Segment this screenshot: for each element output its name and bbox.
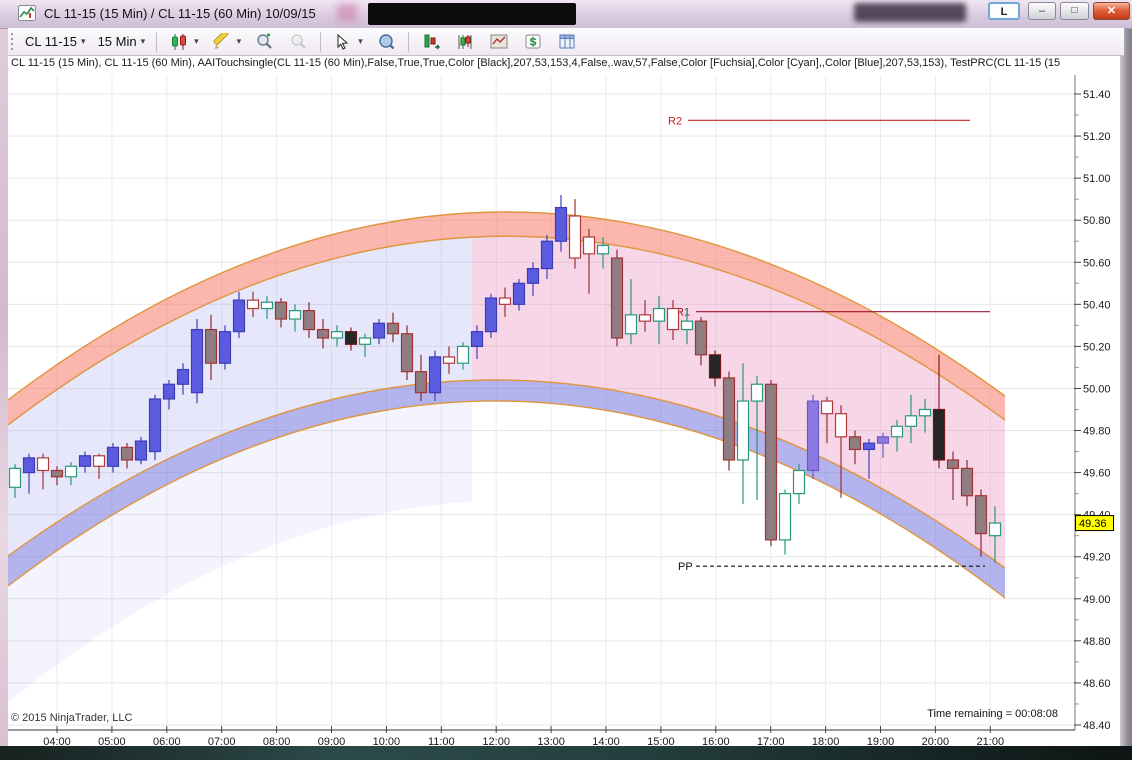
- redaction-smudge: [337, 4, 357, 22]
- bars-panel-icon: [454, 32, 476, 52]
- svg-text:49.36: 49.36: [1079, 518, 1107, 530]
- chevron-down-icon: ▾: [81, 36, 86, 46]
- drawing-tools-button[interactable]: ▾: [205, 30, 248, 54]
- grid-button[interactable]: [550, 30, 584, 54]
- copyright-text: © 2015 NinjaTrader, LLC: [11, 712, 133, 724]
- time-tick-label: 17:00: [757, 736, 785, 748]
- dollar-icon: S: [522, 32, 544, 52]
- chevron-down-icon: ▾: [140, 36, 146, 46]
- data-box-icon: [375, 32, 397, 52]
- desktop-edge-left: [0, 28, 8, 746]
- time-tick-label: 15:00: [647, 736, 675, 748]
- price-tick-label: 51.00: [1083, 173, 1111, 185]
- candlestick-style-icon: [168, 32, 190, 52]
- price-tick-label: 48.80: [1083, 636, 1111, 648]
- time-remaining-text: Time remaining = 00:08:08: [927, 708, 1058, 720]
- chart-trader-button[interactable]: [414, 30, 448, 54]
- time-tick-label: 06:00: [153, 736, 181, 748]
- chevron-down-icon: ▾: [194, 36, 199, 46]
- price-tick-label: 51.20: [1083, 131, 1111, 143]
- indicator-panel-button[interactable]: [482, 30, 516, 54]
- cursor-icon: [332, 32, 354, 52]
- time-tick-label: 13:00: [537, 736, 565, 748]
- cursor-button[interactable]: ▾: [326, 30, 369, 54]
- price-tick-label: 50.00: [1083, 383, 1111, 395]
- last-price-badge: 49.36: [1075, 515, 1114, 532]
- indicator-panel-icon: [488, 32, 510, 52]
- price-tick-label: 48.40: [1083, 720, 1111, 732]
- desktop-edge-bottom: [0, 746, 1132, 760]
- price-tick-label: 49.60: [1083, 468, 1111, 480]
- time-tick-label: 05:00: [98, 736, 126, 748]
- price-tick-label: 50.60: [1083, 257, 1111, 269]
- link-button[interactable]: L: [988, 2, 1020, 20]
- zoom-in-icon: [253, 32, 275, 52]
- time-tick-label: 07:00: [208, 736, 236, 748]
- time-tick-label: 19:00: [867, 736, 895, 748]
- zoom-in-button[interactable]: [247, 30, 281, 54]
- price-tick-label: 49.80: [1083, 426, 1111, 438]
- price-tick-label: 51.40: [1083, 89, 1111, 101]
- time-tick-label: 12:00: [482, 736, 510, 748]
- pencil-icon: [211, 32, 233, 52]
- time-tick-label: 20:00: [922, 736, 950, 748]
- toolbar-grip[interactable]: [11, 32, 13, 51]
- time-tick-label: 18:00: [812, 736, 840, 748]
- chevron-down-icon: ▾: [358, 36, 363, 46]
- toolbar-separator: [156, 31, 158, 52]
- price-tick-label: 49.20: [1083, 552, 1111, 564]
- maximize-button[interactable]: □: [1060, 2, 1089, 20]
- time-tick-label: 10:00: [373, 736, 401, 748]
- redaction-block: [368, 3, 576, 25]
- bars-panel-button[interactable]: [448, 30, 482, 54]
- time-tick-label: 21:00: [977, 736, 1005, 748]
- time-tick-label: 11:00: [428, 736, 455, 748]
- instrument-label: CL 11-15: [25, 34, 78, 49]
- window-chart-icon: [18, 5, 36, 21]
- regression-bands: [8, 211, 1006, 702]
- chart-toolbar: CL 11-15 ▾ 15 Min ▾ ▾ ▾: [8, 28, 1124, 56]
- instrument-selector[interactable]: CL 11-15 ▾: [19, 32, 92, 51]
- grid-icon: [556, 32, 578, 52]
- level-label-R2: R2: [668, 115, 682, 127]
- interval-label: 15 Min: [97, 34, 137, 49]
- zoom-out-icon: [287, 32, 309, 52]
- time-tick-label: 04:00: [43, 736, 71, 748]
- axes: 51.40 51.20 51.00 50.80 50.60 50.40 50.20 50.00…: [0, 75, 1111, 748]
- chevron-down-icon: ▾: [236, 36, 242, 46]
- indicator-label: CL 11-15 (15 Min), CL 11-15 (60 Min), AA…: [11, 57, 1061, 69]
- title-bar[interactable]: CL 11-15 (15 Min) / CL 11-15 (60 Min) 10…: [0, 0, 1132, 29]
- time-tick-label: 08:00: [263, 736, 291, 748]
- price-tick-label: 48.60: [1083, 678, 1111, 690]
- time-tick-label: 09:00: [318, 736, 346, 748]
- zoom-out-button[interactable]: [281, 30, 315, 54]
- window-title: CL 11-15 (15 Min) / CL 11-15 (60 Min) 10…: [44, 6, 316, 21]
- time-tick-label: 14:00: [592, 736, 620, 748]
- data-box-button[interactable]: [369, 30, 403, 54]
- window-edge-right: [1120, 28, 1132, 746]
- toolbar-separator: [320, 31, 322, 52]
- toolbar-separator: [407, 31, 409, 52]
- account-button[interactable]: S: [516, 30, 550, 54]
- price-tick-label: 50.40: [1083, 299, 1111, 311]
- price-tick-label: 50.20: [1083, 341, 1111, 353]
- redaction-blur: [854, 3, 966, 22]
- candles: [8, 194, 1002, 564]
- interval-selector[interactable]: 15 Min ▾: [92, 32, 152, 51]
- chart-style-button[interactable]: ▾: [162, 30, 205, 54]
- minimize-button[interactable]: –: [1028, 2, 1056, 20]
- chart-trader-icon: [420, 32, 442, 52]
- price-tick-label: 49.00: [1083, 594, 1111, 606]
- close-button[interactable]: ✕: [1093, 2, 1130, 20]
- time-tick-label: 16:00: [702, 736, 730, 748]
- level-label-PP: PP: [678, 561, 693, 573]
- price-tick-label: 50.80: [1083, 215, 1111, 227]
